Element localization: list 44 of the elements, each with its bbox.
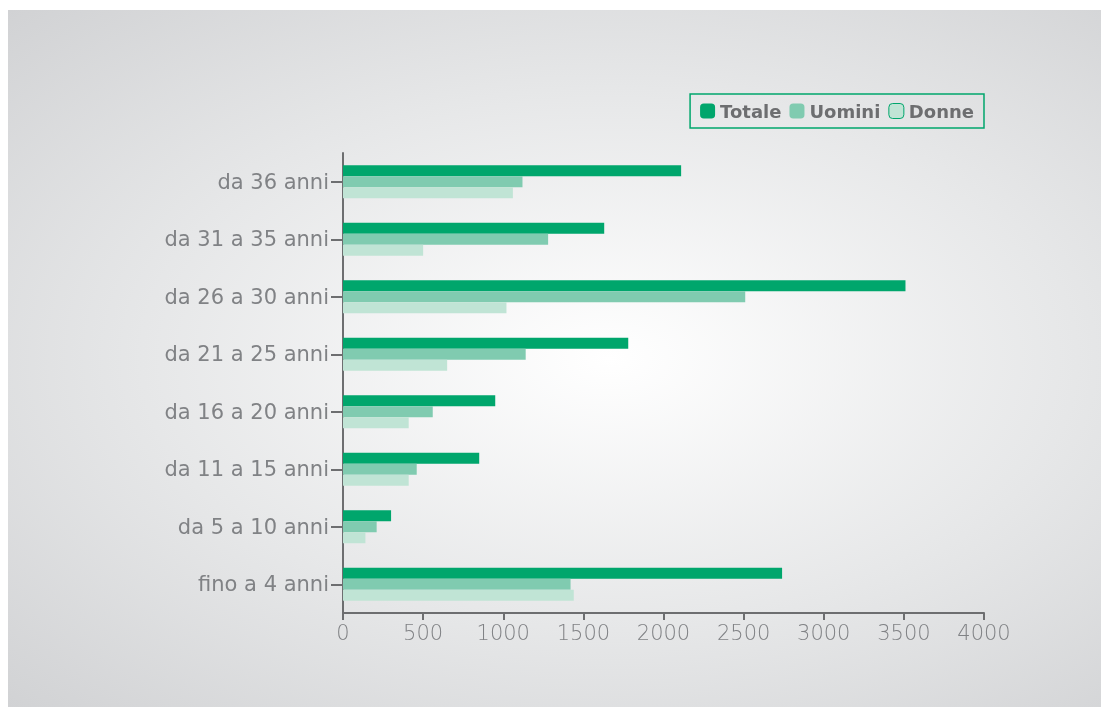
bar (343, 348, 526, 360)
bar (343, 302, 507, 314)
bar (343, 532, 366, 544)
y-tick-label: da 26 a 30 anni (164, 284, 329, 309)
x-tick-label: 3000 (797, 620, 851, 645)
x-tick-label: 0 (336, 620, 350, 645)
y-tick-label: da 11 a 15 anni (164, 457, 329, 482)
bar (343, 510, 392, 522)
bar (343, 359, 448, 371)
bar (343, 578, 571, 590)
bar (343, 280, 906, 292)
bar (343, 337, 629, 349)
bar (343, 406, 433, 418)
legend-label: Uomini (809, 100, 881, 122)
bar (343, 395, 496, 407)
bar (343, 165, 682, 177)
bar (343, 474, 409, 486)
y-tick-label: da 31 a 35 anni (164, 227, 329, 252)
bar (343, 233, 549, 245)
bar (343, 187, 513, 199)
legend-label: Totale (720, 100, 782, 122)
x-tick-label: 4000 (957, 620, 1011, 645)
bar (343, 244, 424, 256)
y-tick-label: da 36 anni (217, 169, 329, 194)
bar (343, 521, 377, 533)
y-tick-label: da 16 a 20 anni (164, 399, 329, 424)
bar (343, 452, 480, 464)
x-tick-label: 1000 (476, 620, 530, 645)
x-tick-label: 500 (403, 620, 444, 645)
bar (343, 222, 605, 234)
x-tick-label: 2000 (636, 620, 691, 645)
y-tick-label: da 5 a 10 anni (177, 514, 329, 539)
bar (343, 567, 783, 579)
x-tick-label: 2500 (716, 620, 771, 645)
bar (343, 417, 409, 429)
legend-label: Donne (908, 100, 975, 122)
bar (343, 291, 746, 303)
y-tick-label: fino a 4 anni (198, 572, 329, 597)
bar (343, 463, 417, 475)
bar (343, 176, 523, 188)
bar (343, 589, 574, 601)
y-tick-label: da 21 a 25 anni (164, 342, 329, 367)
x-tick-label: 1500 (556, 620, 611, 645)
x-tick-label: 3500 (877, 620, 931, 645)
